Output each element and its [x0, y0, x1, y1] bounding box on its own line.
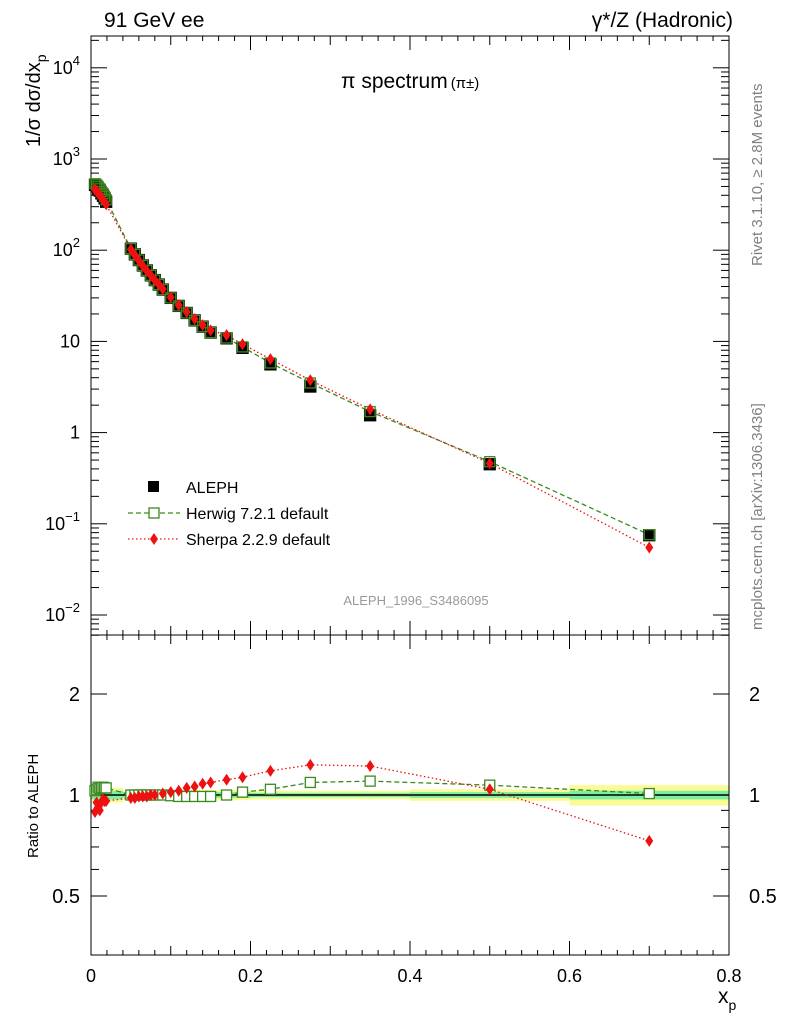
- sherpa-point: [238, 338, 247, 351]
- ratio-y-tick-label: 0.5: [52, 886, 80, 908]
- sherpa-point: [182, 306, 191, 319]
- series-markers: [88, 178, 656, 847]
- x-axis-label: xp: [718, 985, 737, 1013]
- legend-entry-aleph: ALEPH: [148, 480, 238, 497]
- sherpa-ratio-point: [150, 789, 159, 801]
- y-tick-label: 10: [60, 331, 80, 351]
- sherpa-point: [190, 313, 199, 326]
- sherpa-ratio-point: [174, 784, 183, 797]
- sherpa-point: [266, 353, 275, 366]
- sherpa-ratio-point: [306, 758, 315, 771]
- herwig-point: [643, 529, 655, 541]
- herwig-ratio-point: [236, 786, 249, 798]
- x-tick-label: 0.8: [716, 966, 741, 986]
- sherpa-point: [158, 283, 167, 296]
- herwig-ratio-point: [100, 782, 112, 794]
- ratio-y-tick-label-right: 1: [749, 785, 760, 807]
- legend-marker-aleph: [148, 481, 159, 492]
- sherpa-ratio-point: [222, 773, 231, 786]
- x-tick-label: 0: [86, 966, 96, 986]
- y-tick-label: 104: [53, 53, 80, 78]
- y-tick-label: 1: [70, 423, 80, 443]
- sherpa-line: [94, 188, 650, 549]
- herwig-ratio-point: [364, 775, 376, 787]
- header-left: 91 GeV ee: [104, 9, 204, 32]
- sherpa-ratio-point: [366, 760, 375, 773]
- analysis-id: ALEPH_1996_S3486095: [343, 593, 488, 608]
- sherpa-ratio-point: [182, 781, 191, 794]
- mcplots-label: mcplots.cern.ch [arXiv:1306.3436]: [749, 403, 766, 630]
- legend-label-sherpa: Sherpa 2.2.9 default: [186, 532, 331, 549]
- sherpa-ratio-point: [102, 794, 111, 807]
- sherpa-ratio-point: [238, 771, 247, 784]
- sherpa-ratio-point: [158, 787, 167, 800]
- y-tick-label: 10−2: [45, 600, 80, 625]
- sherpa-point: [198, 319, 207, 332]
- x-tick-label: 0.6: [557, 966, 582, 986]
- herwig-ratio-point: [304, 776, 316, 789]
- ratio-y-tick-label: 2: [69, 684, 80, 706]
- legend-label-herwig: Herwig 7.2.1 default: [186, 506, 329, 523]
- herwig-line: [94, 183, 650, 536]
- sherpa-ratio-point: [190, 780, 199, 793]
- sherpa-point: [102, 198, 111, 211]
- sherpa-point: [206, 324, 215, 337]
- plot-title: π spectrum (π±): [341, 70, 479, 93]
- y-axis-label-ratio: Ratio to ALEPH: [25, 754, 42, 858]
- herwig-ratio-point: [220, 789, 233, 801]
- y-axis-label-top: 1/σ dσ/dxp: [23, 54, 49, 147]
- legend: ALEPH Herwig 7.2.1 default Sherpa 2.2.9 …: [128, 480, 331, 549]
- sherpa-point: [366, 403, 375, 416]
- sherpa-point: [485, 457, 494, 470]
- sherpa-ratio-point: [198, 777, 207, 790]
- sherpa-point: [130, 249, 139, 262]
- sherpa-point: [645, 541, 654, 554]
- legend-marker-herwig: [148, 507, 160, 519]
- sherpa-point: [174, 299, 183, 312]
- sherpa-point: [222, 329, 231, 342]
- herwig-ratio-point: [204, 790, 217, 803]
- sherpa-ratio-point: [266, 764, 275, 777]
- rivet-version-label: Rivet 3.1.10, ≥ 2.8M events: [749, 84, 766, 267]
- sherpa-ratio-point: [645, 834, 654, 847]
- herwig-ratio-point: [643, 787, 655, 800]
- legend-marker-sherpa: [150, 533, 158, 545]
- series-lines: [94, 183, 650, 842]
- axes: 0 0.2 0.4 0.6 0.8 10−2 10−1 1 10 102 103 104 0.5 0.5 1…: [45, 35, 777, 986]
- legend-entry-sherpa: Sherpa 2.2.9 default: [128, 532, 331, 549]
- herwig-ratio-point: [264, 783, 277, 795]
- sherpa-point: [306, 374, 315, 387]
- legend-label-aleph: ALEPH: [186, 480, 238, 497]
- y-tick-label: 102: [53, 235, 80, 260]
- x-tick-label: 0.2: [238, 966, 263, 986]
- ratio-y-tick-label-right: 0.5: [749, 886, 777, 908]
- y-tick-label: 103: [53, 144, 80, 169]
- sherpa-ratio-point: [166, 786, 175, 799]
- legend-entry-herwig: Herwig 7.2.1 default: [128, 506, 329, 523]
- y-tick-label: 10−1: [45, 509, 80, 534]
- sherpa-ratio-point: [206, 776, 215, 789]
- ratio-y-tick-label: 1: [69, 785, 80, 807]
- header-right: γ*/Z (Hadronic): [592, 9, 733, 32]
- sherpa-ratio-point: [485, 783, 494, 796]
- sherpa-point: [166, 291, 175, 304]
- ratio-y-tick-label-right: 2: [749, 684, 760, 706]
- x-tick-label: 0.4: [397, 966, 422, 986]
